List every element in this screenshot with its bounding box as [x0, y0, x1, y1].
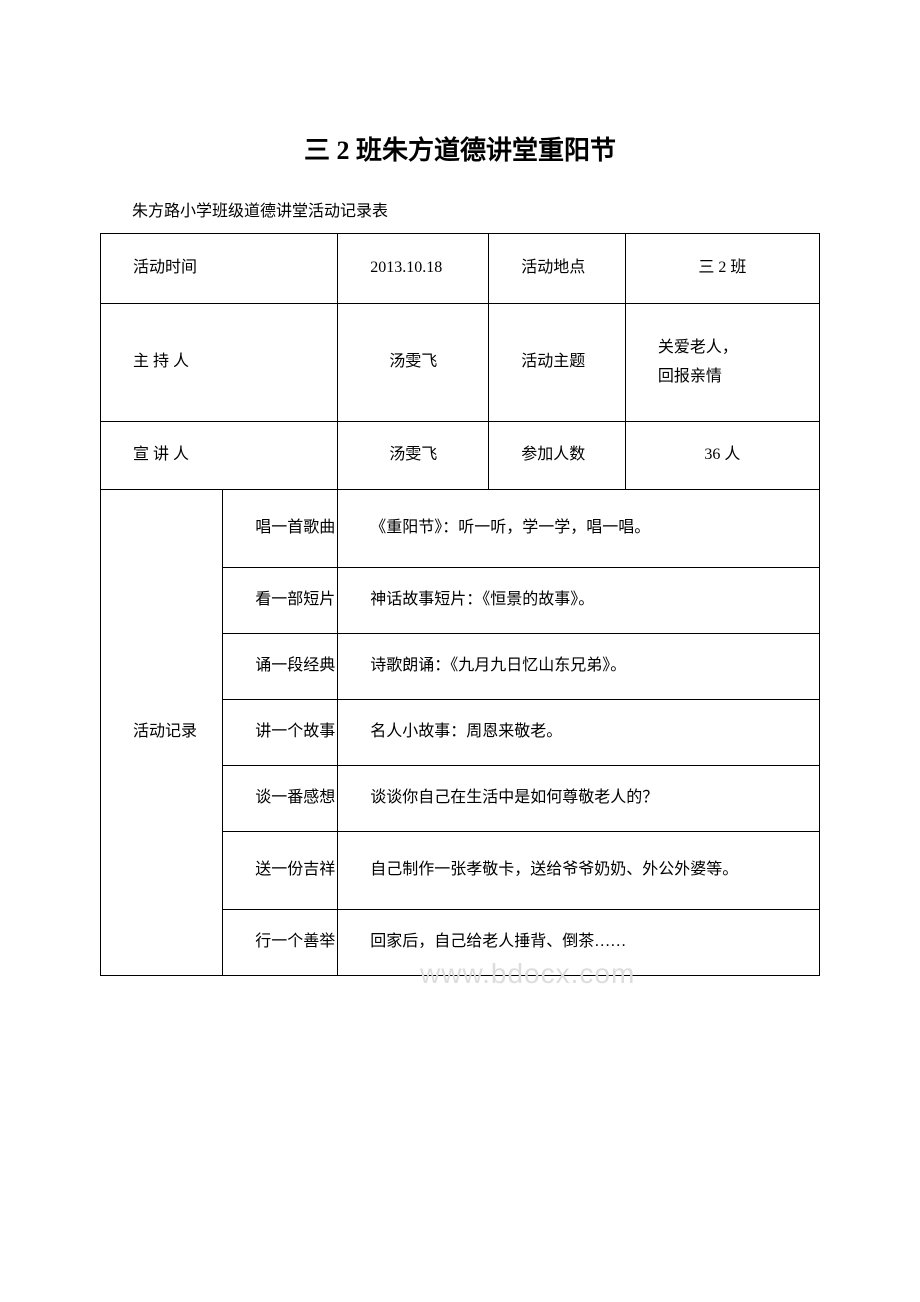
activity-content-3: 名人小故事：周恩来敬老。 [338, 700, 820, 766]
activity-content-5: 自己制作一张孝敬卡，送给爷爷奶奶、外公外婆等。 [338, 832, 820, 910]
theme-label: 活动主题 [489, 304, 626, 422]
time-label: 活动时间 [101, 234, 338, 304]
record-section-label: 活动记录 [101, 490, 223, 976]
speaker-label: 宣 讲 人 [101, 422, 338, 490]
activity-label-4: 谈一番感想 [223, 766, 338, 832]
activity-content-0: 《重阳节》：听一听，学一学，唱一唱。 [338, 490, 820, 568]
activity-label-1: 看一部短片 [223, 568, 338, 634]
document-subtitle: 朱方路小学班级道德讲堂活动记录表 [100, 197, 820, 221]
place-value: 三 2 班 [625, 234, 819, 304]
place-label: 活动地点 [489, 234, 626, 304]
activity-label-0: 唱一首歌曲 [223, 490, 338, 568]
time-value: 2013.10.18 [338, 234, 489, 304]
activity-content-6: 回家后，自己给老人捶背、倒茶…… [338, 910, 820, 976]
activity-content-2: 诗歌朗诵：《九月九日忆山东兄弟》。 [338, 634, 820, 700]
host-value: 汤雯飞 [338, 304, 489, 422]
activity-label-5: 送一份吉祥 [223, 832, 338, 910]
activity-content-1: 神话故事短片：《恒景的故事》。 [338, 568, 820, 634]
host-label: 主 持 人 [101, 304, 338, 422]
activity-label-3: 讲一个故事 [223, 700, 338, 766]
theme-value: 关爱老人， 回报亲情 [625, 304, 819, 422]
document-title: 三 2 班朱方道德讲堂重阳节 [100, 130, 820, 167]
theme-line1: 关爱老人， [626, 334, 819, 363]
count-label: 参加人数 [489, 422, 626, 490]
activity-label-2: 诵一段经典 [223, 634, 338, 700]
speaker-value: 汤雯飞 [338, 422, 489, 490]
record-table: 活动时间 2013.10.18 活动地点 三 2 班 主 持 人 汤雯飞 活动主… [100, 233, 820, 976]
theme-line2: 回报亲情 [626, 363, 819, 392]
count-value: 36 人 [625, 422, 819, 490]
activity-label-6: 行一个善举 [223, 910, 338, 976]
activity-content-4: 谈谈你自己在生活中是如何尊敬老人的？ [338, 766, 820, 832]
